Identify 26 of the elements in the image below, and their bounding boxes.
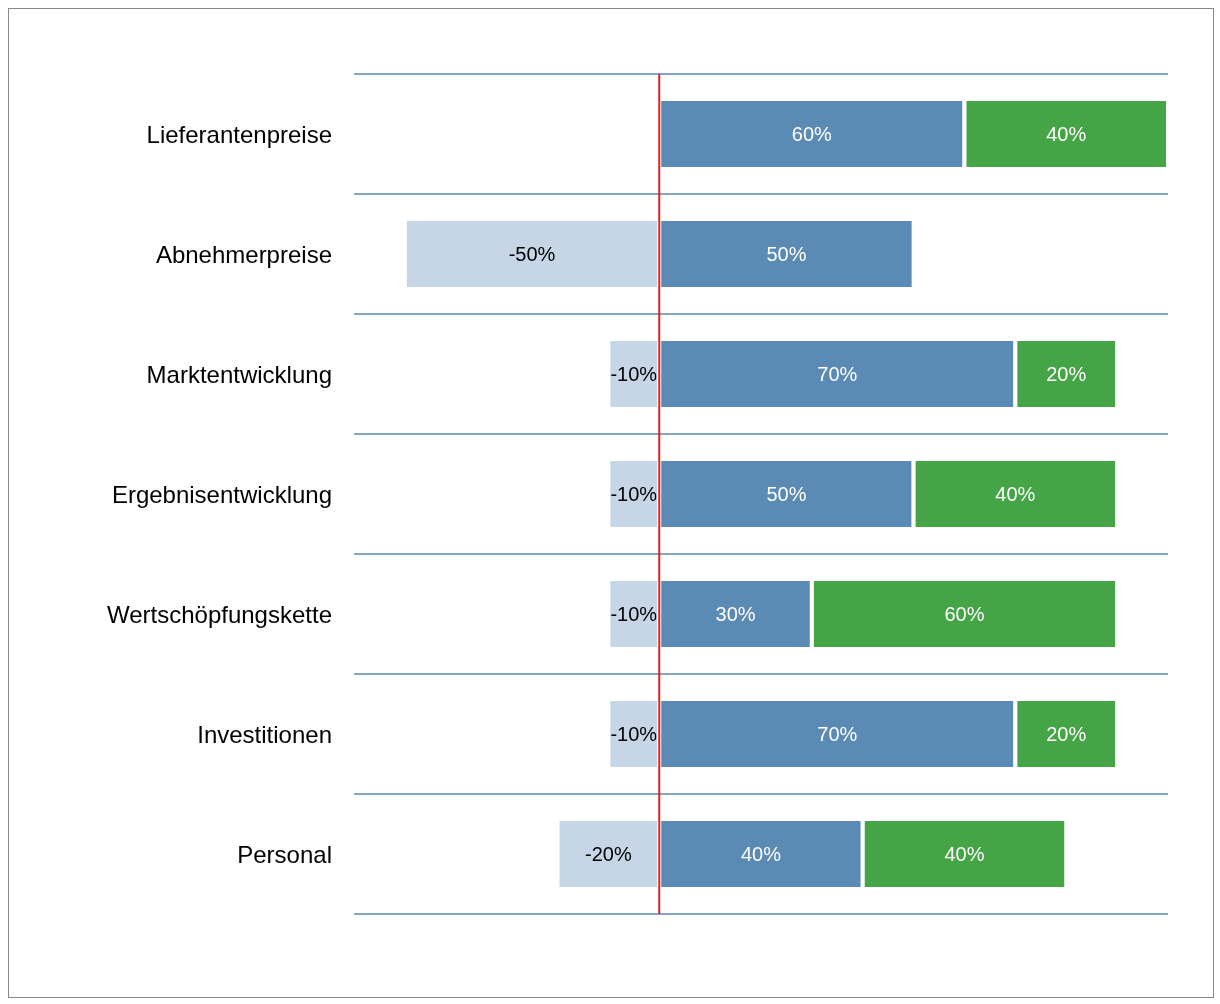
data-label: 60% xyxy=(791,123,833,145)
data-label: -10% xyxy=(610,603,658,625)
y-tick-label: Abnehmerpreise xyxy=(155,240,332,268)
data-label: 40% xyxy=(995,483,1036,505)
y-tick-label: Wertschöpfungskette xyxy=(106,600,332,628)
data-label: 70% xyxy=(817,363,858,385)
data-label: 50% xyxy=(766,483,807,505)
data-label: 20% xyxy=(1046,723,1087,745)
data-label: -10% xyxy=(610,483,658,505)
data-label: 70% xyxy=(817,723,858,745)
y-tick-label: Investitionen xyxy=(197,720,332,748)
y-tick-label: Personal xyxy=(237,840,332,868)
data-label: 20% xyxy=(1046,363,1087,385)
y-tick-label: Lieferantenpreise xyxy=(146,120,332,148)
data-label: -10% xyxy=(610,723,658,745)
data-label: 40% xyxy=(944,843,985,865)
data-label: -20% xyxy=(585,843,632,865)
data-label: -10% xyxy=(610,363,658,385)
data-label: -50% xyxy=(508,243,556,265)
data-label: 60% xyxy=(944,603,985,625)
data-label: 30% xyxy=(715,603,756,625)
data-label: 40% xyxy=(1046,123,1087,145)
y-tick-label: Ergebnisentwicklung xyxy=(111,480,332,508)
y-tick-label: Marktentwicklung xyxy=(146,360,332,388)
data-label: 40% xyxy=(740,843,782,865)
data-label: 50% xyxy=(766,243,807,265)
